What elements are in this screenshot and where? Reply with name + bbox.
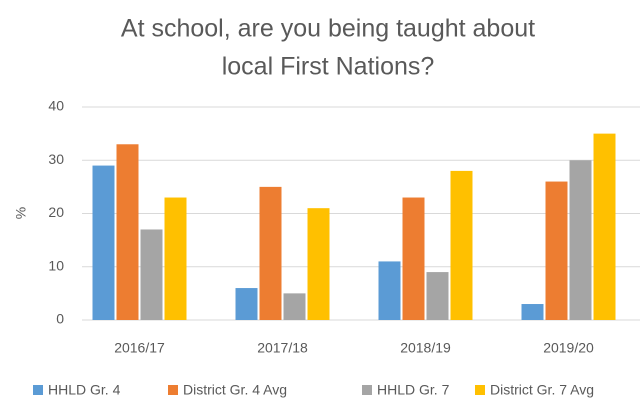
legend-label: District Gr. 7 Avg <box>490 382 594 398</box>
bar <box>593 133 616 320</box>
bar <box>235 288 258 320</box>
y-axis-label: % <box>13 207 29 219</box>
bar <box>521 304 544 320</box>
y-tick-label: 0 <box>56 311 64 327</box>
legend-swatch <box>33 385 43 395</box>
y-tick-label: 30 <box>48 151 64 167</box>
bar <box>259 186 282 320</box>
x-tick-label: 2018/19 <box>400 340 451 356</box>
chart-title: local First Nations? <box>222 53 435 81</box>
x-tick-label: 2017/18 <box>257 340 308 356</box>
legend-swatch <box>168 385 178 395</box>
legend-swatch <box>362 385 372 395</box>
legend-label: HHLD Gr. 4 <box>48 382 121 398</box>
bar <box>545 181 568 320</box>
y-tick-label: 10 <box>48 257 64 273</box>
bar <box>402 197 425 320</box>
bar <box>569 160 592 320</box>
legend-label: District Gr. 4 Avg <box>183 382 287 398</box>
bar <box>92 165 115 320</box>
y-tick-label: 40 <box>48 98 64 114</box>
y-tick-label: 20 <box>48 204 64 220</box>
x-tick-label: 2019/20 <box>543 340 594 356</box>
x-tick-label: 2016/17 <box>114 340 165 356</box>
bar <box>378 261 401 320</box>
legend-label: HHLD Gr. 7 <box>377 382 450 398</box>
bar <box>450 170 473 320</box>
bar <box>116 144 139 320</box>
legend-swatch <box>475 385 485 395</box>
bar <box>283 293 306 320</box>
bar <box>164 197 187 320</box>
chart-title: At school, are you being taught about <box>121 15 535 43</box>
bar <box>307 208 330 320</box>
bar <box>140 229 163 320</box>
bar <box>426 272 449 320</box>
